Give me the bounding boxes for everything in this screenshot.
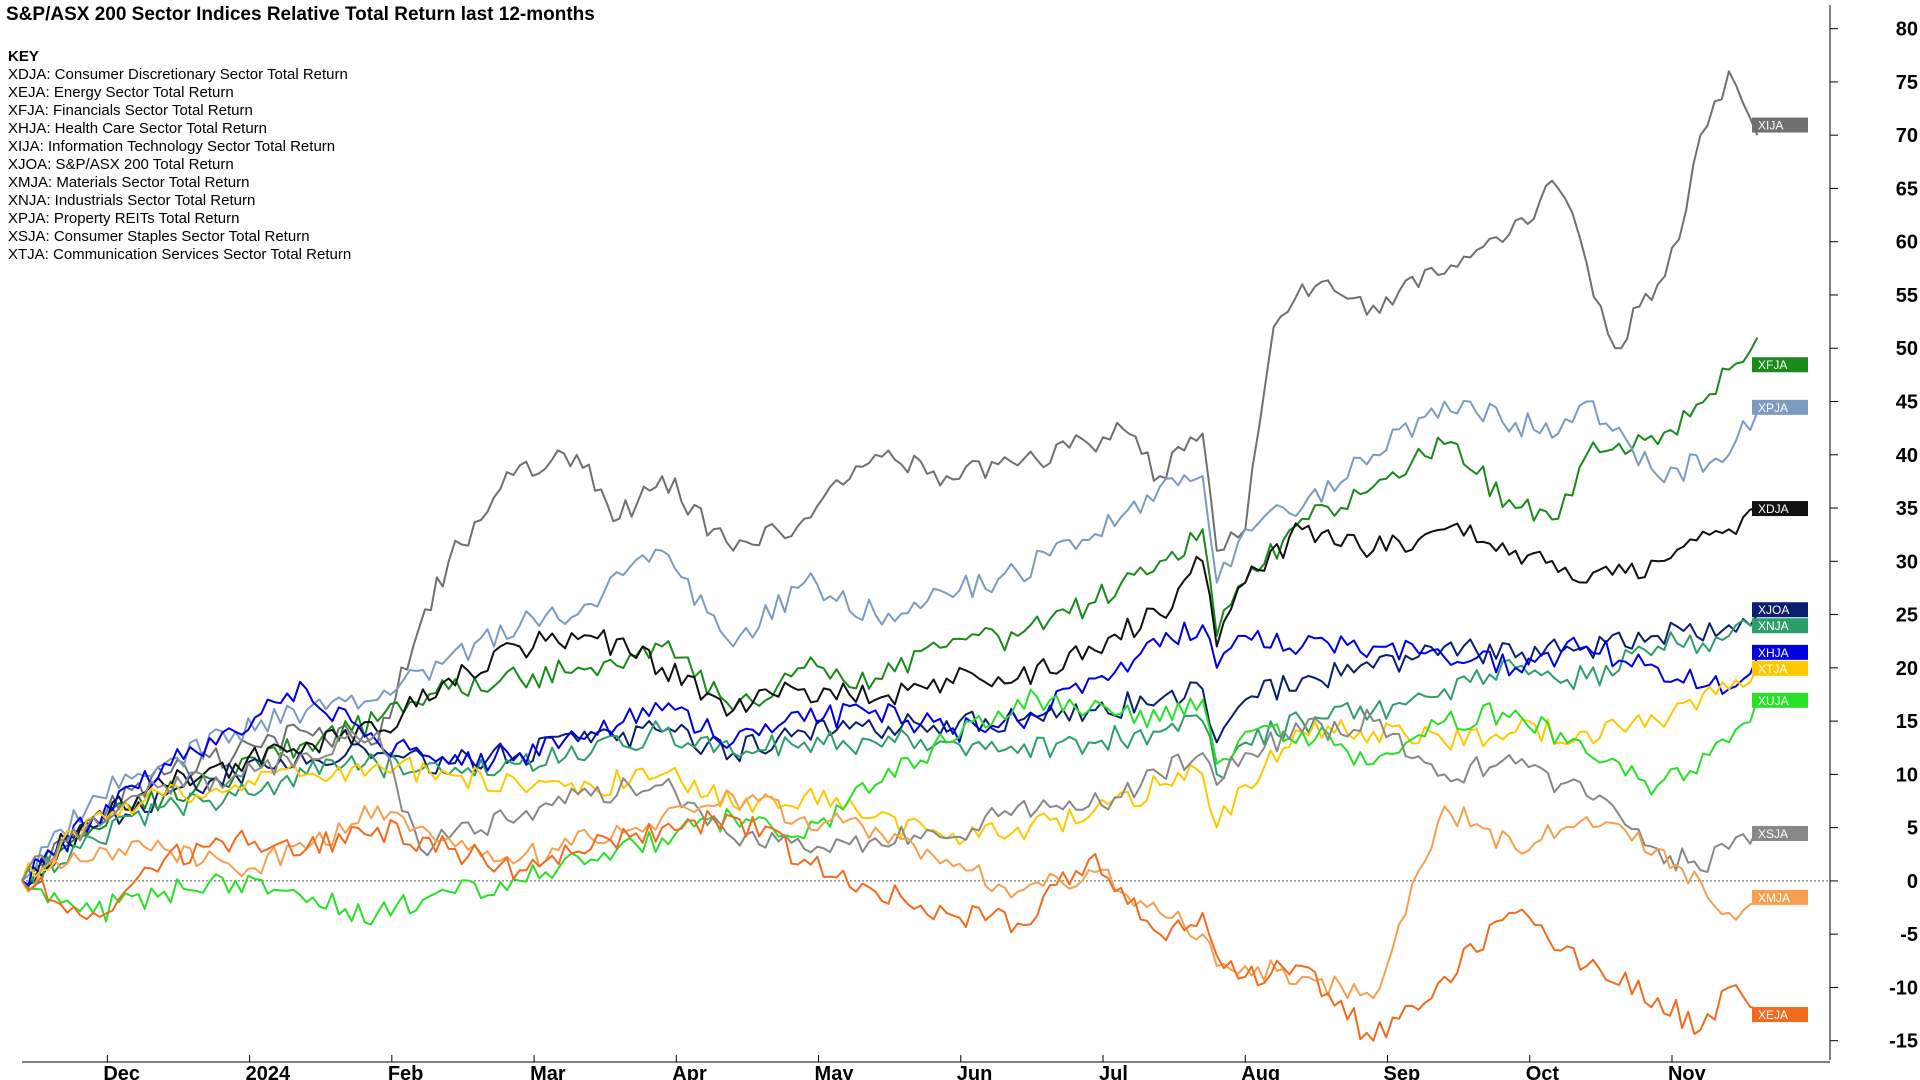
end-label-text: XMJA — [1758, 891, 1790, 905]
series-line-xfja — [21, 337, 1759, 888]
end-label-box — [1752, 501, 1808, 517]
key-item: XJOA: S&P/ASX 200 Total Return — [8, 156, 234, 173]
y-tick-label: 5 — [1907, 818, 1918, 840]
series-line-xdja — [21, 507, 1758, 882]
end-label-box — [1752, 399, 1808, 415]
series-line-xpja — [21, 399, 1759, 882]
end-label-box — [1752, 692, 1808, 708]
end-label-box — [1752, 1007, 1808, 1023]
end-label-text: XDJA — [1758, 502, 1789, 516]
y-tick-label: 30 — [1896, 551, 1918, 573]
y-tick-label: -10 — [1889, 977, 1918, 999]
end-label-text: XNJA — [1758, 619, 1789, 633]
end-label-text: XIJA — [1758, 119, 1783, 133]
x-tick-label: Dec — [103, 1063, 140, 1080]
end-label-box — [1752, 825, 1808, 841]
end-label-text: XUJA — [1758, 694, 1789, 708]
series-line-xnja — [21, 619, 1758, 886]
end-label-text: XTJA — [1758, 662, 1787, 676]
y-tick-label: 70 — [1896, 125, 1918, 147]
x-tick-label: Jun — [957, 1063, 993, 1080]
y-tick-label: 15 — [1896, 711, 1918, 733]
x-tick-label: 2024 — [246, 1063, 291, 1080]
series-line-xhja — [21, 621, 1759, 887]
end-label-box — [1752, 117, 1808, 133]
y-tick-label: 40 — [1896, 445, 1918, 467]
y-tick-label: 75 — [1896, 72, 1918, 94]
x-tick-label: Jul — [1099, 1063, 1128, 1080]
key-item: XFJA: Financials Sector Total Return — [8, 102, 253, 119]
y-tick-label: 50 — [1896, 338, 1918, 360]
series-line-xmja — [21, 789, 1758, 1000]
end-label-text: XFJA — [1758, 358, 1787, 372]
key-item: XIJA: Information Technology Sector Tota… — [8, 138, 336, 155]
key-item: XEJA: Energy Sector Total Return — [8, 84, 234, 101]
series-line-xjoa — [21, 614, 1759, 886]
y-tick-label: 60 — [1896, 232, 1918, 254]
key-item: XTJA: Communication Services Sector Tota… — [8, 246, 352, 263]
end-label-text: XEJA — [1758, 1008, 1788, 1022]
x-tick-label: Apr — [672, 1063, 707, 1080]
key-item: XHJA: Health Care Sector Total Return — [8, 120, 268, 137]
chart-key: KEY XDJA: Consumer Discretionary Sector … — [8, 48, 351, 264]
x-tick-label: May — [815, 1063, 855, 1080]
end-label-text: XJOA — [1758, 603, 1789, 617]
y-tick-label: 0 — [1907, 871, 1918, 893]
x-tick-label: Mar — [530, 1063, 566, 1080]
x-tick-label: Feb — [388, 1063, 424, 1080]
y-tick-label: 10 — [1896, 764, 1918, 786]
y-tick-label: 35 — [1896, 498, 1918, 520]
y-tick-label: 20 — [1896, 658, 1918, 680]
end-label-box — [1752, 602, 1808, 618]
x-tick-label: Aug — [1241, 1063, 1280, 1080]
series-line-xuja — [21, 688, 1759, 926]
y-tick-label: 80 — [1896, 19, 1918, 41]
x-tick-label: Oct — [1526, 1063, 1560, 1080]
key-item: XDJA: Consumer Discretionary Sector Tota… — [8, 66, 348, 83]
key-item: XSJA: Consumer Staples Sector Total Retu… — [8, 228, 310, 245]
y-tick-label: 25 — [1896, 605, 1918, 627]
end-label-box — [1752, 644, 1808, 660]
key-item: XNJA: Industrials Sector Total Return — [8, 192, 256, 209]
y-tick-label: 55 — [1896, 285, 1918, 307]
y-tick-label: 45 — [1896, 392, 1918, 414]
x-tick-label: Sep — [1384, 1063, 1421, 1080]
end-label-text: XPJA — [1758, 401, 1788, 415]
chart-title: S&P/ASX 200 Sector Indices Relative Tota… — [6, 4, 595, 25]
end-label-box — [1752, 357, 1808, 373]
end-label-box — [1752, 660, 1808, 676]
series-line-xtja — [21, 667, 1759, 882]
y-tick-label: 65 — [1896, 178, 1918, 200]
y-tick-label: -15 — [1889, 1031, 1918, 1053]
end-label-text: XSJA — [1758, 827, 1788, 841]
end-label-text: XHJA — [1758, 646, 1789, 660]
key-heading: KEY — [8, 48, 39, 65]
series-line-xija — [21, 70, 1759, 882]
x-tick-label: Nov — [1668, 1063, 1707, 1080]
y-tick-label: -5 — [1900, 924, 1918, 946]
end-label-box — [1752, 889, 1808, 905]
key-item: XPJA: Property REITs Total Return — [8, 210, 240, 227]
key-item: XMJA: Materials Sector Total Return — [8, 174, 250, 191]
series-line-xsja — [21, 708, 1759, 882]
end-label-box — [1752, 618, 1808, 634]
series-line-xeja — [21, 809, 1758, 1042]
